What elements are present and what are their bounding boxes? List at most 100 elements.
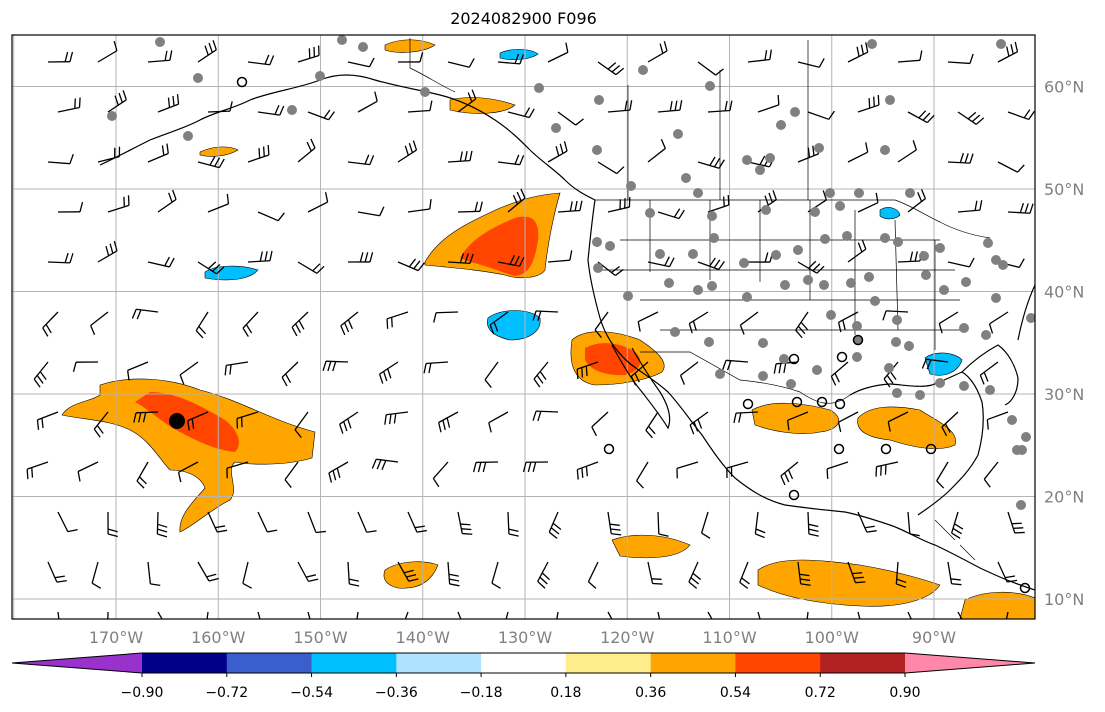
- longitude-label: 140°W: [396, 628, 451, 647]
- wind-barb: [207, 511, 228, 533]
- wind-barb: [224, 361, 249, 376]
- wind-barb: [206, 611, 209, 619]
- station-marker-hollow: [816, 396, 828, 408]
- coastlines: [99, 74, 1035, 591]
- colorbar-tick-label: 0.18: [550, 685, 581, 701]
- wind-barb: [557, 200, 583, 213]
- station-marker: [820, 234, 830, 244]
- station-marker: [904, 341, 914, 351]
- station-marker: [1007, 415, 1017, 425]
- wind-barb: [47, 51, 74, 63]
- station-marker: [761, 205, 771, 215]
- wind-barb: [284, 461, 299, 488]
- wind-barb: [57, 201, 84, 213]
- station-marker: [790, 107, 800, 117]
- wind-barb: [882, 310, 909, 321]
- wind-barb: [157, 189, 177, 213]
- wind-barb: [533, 361, 549, 388]
- wind-barb: [607, 511, 622, 536]
- wind-barb: [291, 311, 309, 337]
- longitude-label: 150°W: [293, 628, 348, 647]
- wind-barb: [907, 110, 935, 124]
- station-marker: [315, 71, 325, 81]
- wind-barb: [371, 458, 399, 470]
- colorbar-segment: [226, 653, 313, 673]
- station-marker: [534, 83, 544, 93]
- colorbar-tick-label: −0.54: [290, 685, 333, 701]
- north-america-west-coast: [587, 199, 1035, 591]
- colorbar-segment: [142, 653, 228, 673]
- positive-anomaly-area: [857, 406, 956, 449]
- wind-barb: [433, 311, 459, 323]
- wind-barbs: [26, 40, 1035, 619]
- station-marker: [842, 231, 852, 241]
- wind-barb: [607, 611, 613, 619]
- map-frame: [11, 34, 1036, 620]
- station-marker: [193, 73, 203, 83]
- wind-barb: [635, 461, 649, 489]
- wind-barb: [830, 361, 849, 386]
- wind-barb: [847, 239, 867, 263]
- wind-barb: [657, 611, 661, 619]
- wind-barb: [733, 411, 759, 424]
- wind-barb: [356, 611, 359, 619]
- negative-anomaly-area: [879, 207, 901, 220]
- wind-barb: [547, 141, 568, 163]
- wind-barb: [57, 511, 78, 533]
- wind-barb: [484, 361, 499, 388]
- wind-barb: [697, 257, 725, 271]
- wind-barb: [90, 311, 109, 335]
- station-marker: [919, 251, 929, 261]
- wind-barb: [131, 308, 159, 320]
- wind-barb: [497, 154, 525, 166]
- wind-barb: [897, 50, 923, 63]
- anomaly-fills: [61, 39, 1035, 619]
- station-marker: [915, 390, 925, 400]
- wind-barb: [347, 57, 375, 68]
- wind-barb: [947, 152, 974, 164]
- station-marker: [819, 280, 829, 290]
- wind-barb: [997, 561, 1018, 583]
- colorbar-tick-label: 0.54: [720, 685, 751, 701]
- wind-barb: [207, 193, 230, 213]
- latitude-label: 40°N: [1044, 283, 1084, 302]
- wind-barb: [136, 461, 149, 489]
- florida-coast: [961, 344, 1019, 406]
- wind-barb: [597, 161, 625, 175]
- wind-barb: [576, 461, 599, 480]
- wind-barb: [722, 359, 749, 371]
- wind-barb: [226, 461, 249, 479]
- station-marker-hollow: [791, 396, 803, 408]
- wind-barb: [576, 361, 599, 380]
- wind-barb: [407, 511, 427, 533]
- station-marker: [155, 37, 165, 47]
- wind-barb: [936, 461, 949, 489]
- wind-barb: [547, 42, 569, 63]
- wind-barb: [407, 100, 433, 113]
- station-marker: [664, 278, 674, 288]
- longitude-label: 170°W: [89, 628, 144, 647]
- station-marker: [107, 111, 117, 121]
- wind-barb: [432, 461, 449, 488]
- longitude-label: 120°W: [600, 628, 655, 647]
- wind-barb: [491, 561, 501, 589]
- wind-barb: [97, 241, 118, 263]
- wind-barb: [979, 361, 999, 385]
- wind-barb: [697, 156, 725, 169]
- station-marker: [755, 165, 765, 175]
- station-marker-hollow: [1019, 582, 1031, 594]
- station-marker: [880, 145, 890, 155]
- wind-barb: [847, 142, 869, 163]
- wind-barb: [997, 161, 1025, 173]
- wind-barb: [257, 611, 261, 619]
- wind-barb: [795, 311, 809, 339]
- wind-barb: [757, 611, 761, 619]
- wind-barb: [247, 54, 275, 66]
- wind-barb: [557, 111, 584, 126]
- wind-barb: [697, 61, 724, 76]
- station-marker: [959, 323, 969, 333]
- wind-barb: [457, 201, 483, 213]
- wind-barb: [688, 311, 709, 334]
- wind-barb: [197, 561, 219, 582]
- wind-barb: [357, 91, 378, 113]
